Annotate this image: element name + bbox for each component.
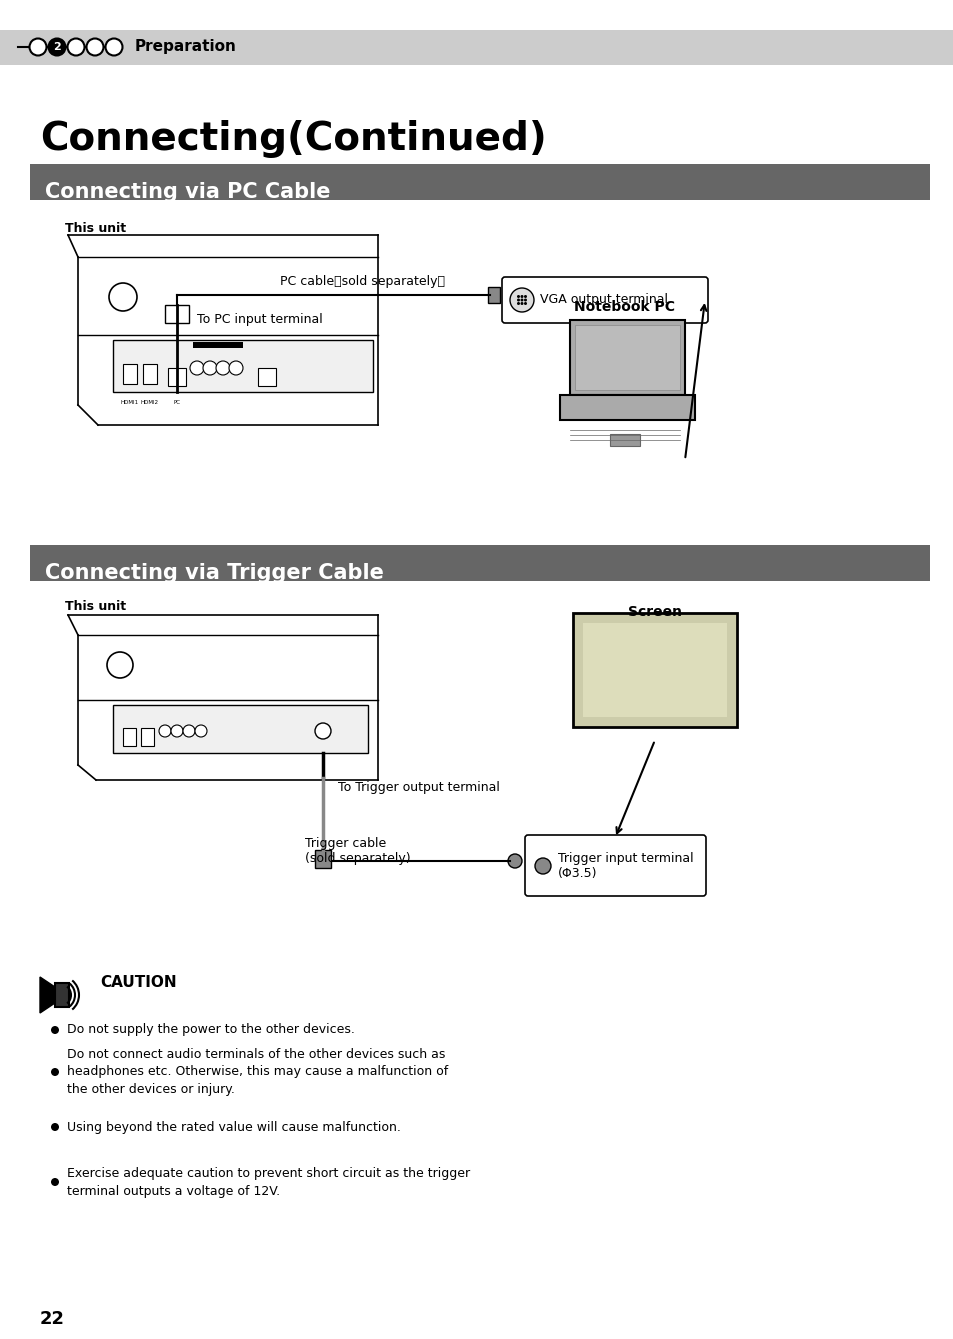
Circle shape	[517, 299, 519, 301]
Circle shape	[523, 295, 526, 299]
Text: CAUTION: CAUTION	[100, 975, 176, 990]
FancyBboxPatch shape	[0, 29, 953, 66]
Circle shape	[520, 295, 523, 299]
Text: Do not connect audio terminals of the other devices such as
headphones etc. Othe: Do not connect audio terminals of the ot…	[67, 1047, 448, 1097]
Ellipse shape	[49, 39, 66, 55]
Ellipse shape	[87, 39, 103, 55]
Circle shape	[194, 724, 207, 736]
FancyBboxPatch shape	[30, 163, 929, 200]
FancyBboxPatch shape	[112, 706, 368, 753]
Circle shape	[51, 1178, 59, 1186]
Circle shape	[314, 723, 331, 739]
Text: Screen: Screen	[627, 605, 681, 619]
Text: VGA output terminal: VGA output terminal	[539, 293, 667, 307]
Ellipse shape	[30, 39, 47, 55]
Circle shape	[523, 303, 526, 305]
Text: 2: 2	[53, 42, 61, 52]
FancyBboxPatch shape	[123, 364, 137, 384]
FancyBboxPatch shape	[524, 836, 705, 896]
FancyBboxPatch shape	[30, 545, 929, 581]
Circle shape	[171, 724, 183, 736]
Circle shape	[183, 724, 194, 736]
FancyBboxPatch shape	[193, 341, 243, 348]
Circle shape	[159, 724, 171, 736]
Circle shape	[51, 1123, 59, 1131]
FancyBboxPatch shape	[143, 364, 157, 384]
Text: Do not supply the power to the other devices.: Do not supply the power to the other dev…	[67, 1023, 355, 1036]
FancyBboxPatch shape	[501, 277, 707, 323]
Text: Trigger input terminal
(Φ3.5): Trigger input terminal (Φ3.5)	[558, 852, 693, 880]
FancyBboxPatch shape	[141, 728, 153, 746]
Text: PC cable（sold separately）: PC cable（sold separately）	[280, 276, 444, 288]
Text: Notebook PC: Notebook PC	[574, 300, 675, 315]
Circle shape	[203, 362, 216, 375]
FancyBboxPatch shape	[123, 728, 136, 746]
Circle shape	[535, 858, 551, 874]
Circle shape	[510, 288, 534, 312]
Circle shape	[517, 295, 519, 299]
Ellipse shape	[68, 39, 85, 55]
Text: Exercise adequate caution to prevent short circuit as the trigger
terminal outpu: Exercise adequate caution to prevent sho…	[67, 1166, 470, 1197]
Text: Using beyond the rated value will cause malfunction.: Using beyond the rated value will cause …	[67, 1121, 400, 1134]
Circle shape	[229, 362, 243, 375]
FancyBboxPatch shape	[573, 613, 737, 727]
Text: HDMI2: HDMI2	[141, 400, 159, 404]
Circle shape	[507, 854, 521, 868]
Text: This unit: This unit	[65, 222, 126, 236]
Circle shape	[523, 299, 526, 301]
Text: 22: 22	[40, 1310, 65, 1328]
FancyBboxPatch shape	[257, 368, 275, 386]
FancyBboxPatch shape	[559, 395, 695, 420]
Text: Preparation: Preparation	[135, 39, 236, 55]
Text: This unit: This unit	[65, 600, 126, 613]
Text: Connecting(Continued): Connecting(Continued)	[40, 121, 546, 158]
Polygon shape	[40, 977, 55, 1014]
Circle shape	[520, 303, 523, 305]
FancyBboxPatch shape	[168, 368, 186, 386]
FancyBboxPatch shape	[55, 983, 69, 1007]
FancyBboxPatch shape	[488, 287, 499, 303]
Circle shape	[520, 299, 523, 301]
Text: To Trigger output terminal: To Trigger output terminal	[337, 782, 499, 794]
FancyBboxPatch shape	[575, 325, 679, 390]
Circle shape	[107, 652, 132, 678]
Circle shape	[51, 1069, 59, 1077]
Text: HDMI1: HDMI1	[121, 400, 139, 404]
FancyBboxPatch shape	[112, 340, 373, 392]
Circle shape	[190, 362, 204, 375]
FancyBboxPatch shape	[165, 305, 189, 323]
FancyBboxPatch shape	[582, 623, 726, 716]
Text: Connecting via PC Cable: Connecting via PC Cable	[45, 182, 330, 202]
Text: To PC input terminal: To PC input terminal	[196, 313, 322, 327]
FancyBboxPatch shape	[609, 434, 639, 446]
FancyBboxPatch shape	[314, 850, 331, 868]
Text: PC: PC	[173, 400, 180, 404]
Circle shape	[109, 283, 137, 311]
Text: Connecting via Trigger Cable: Connecting via Trigger Cable	[45, 562, 383, 582]
Circle shape	[51, 1026, 59, 1034]
Circle shape	[517, 303, 519, 305]
Circle shape	[215, 362, 230, 375]
Text: Trigger cable
(sold separately): Trigger cable (sold separately)	[305, 837, 410, 865]
Ellipse shape	[106, 39, 122, 55]
FancyBboxPatch shape	[569, 320, 684, 395]
